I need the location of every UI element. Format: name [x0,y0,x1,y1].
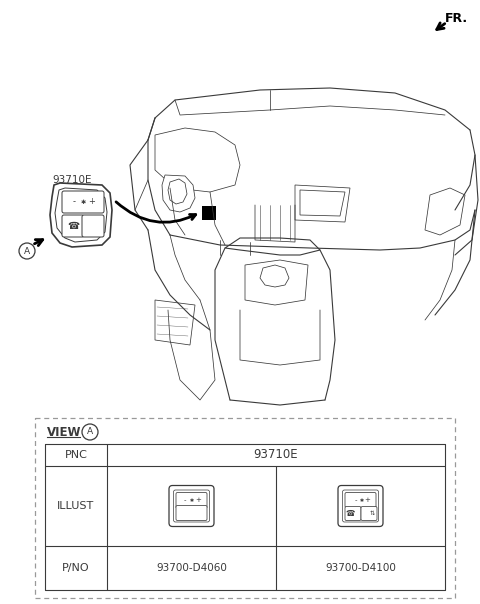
Text: ✱: ✱ [80,199,85,205]
FancyBboxPatch shape [345,492,376,507]
Polygon shape [295,185,350,222]
FancyBboxPatch shape [176,506,207,521]
Text: 93700-D4060: 93700-D4060 [156,563,227,573]
FancyBboxPatch shape [173,490,209,522]
Text: PNC: PNC [65,450,87,460]
Text: +: + [195,498,202,504]
Text: ☎: ☎ [345,509,355,518]
Polygon shape [225,238,320,255]
Text: 93710E: 93710E [52,175,92,185]
FancyBboxPatch shape [62,215,84,237]
Text: -: - [354,497,357,503]
Text: ☎: ☎ [67,221,79,231]
Polygon shape [168,179,187,204]
Text: P/NO: P/NO [62,563,90,573]
FancyBboxPatch shape [35,418,455,598]
FancyBboxPatch shape [82,215,104,237]
Text: ✱: ✱ [190,498,193,503]
FancyBboxPatch shape [176,492,207,509]
Text: +: + [89,198,96,207]
FancyBboxPatch shape [62,191,104,213]
Text: -: - [72,198,75,207]
FancyBboxPatch shape [343,490,379,522]
Text: 93710E: 93710E [254,449,298,461]
Text: ✱: ✱ [360,498,363,503]
Polygon shape [50,183,112,247]
Text: VIEW: VIEW [47,425,82,439]
Polygon shape [300,190,345,216]
Text: -: - [183,498,186,504]
Text: ⇅: ⇅ [370,511,374,516]
Polygon shape [155,300,195,345]
Text: A: A [24,246,30,255]
Text: ILLUST: ILLUST [58,501,95,511]
FancyBboxPatch shape [345,507,361,521]
Text: +: + [365,497,371,503]
Polygon shape [55,188,107,242]
FancyBboxPatch shape [338,486,383,527]
Polygon shape [425,188,465,235]
FancyBboxPatch shape [202,206,216,220]
Polygon shape [245,260,308,305]
Polygon shape [162,175,195,212]
Polygon shape [260,265,289,287]
Polygon shape [155,128,240,192]
Text: A: A [87,428,93,437]
FancyBboxPatch shape [361,507,377,521]
Text: 93700-D4100: 93700-D4100 [325,563,396,573]
FancyBboxPatch shape [169,486,214,527]
Text: FR.: FR. [445,12,468,25]
